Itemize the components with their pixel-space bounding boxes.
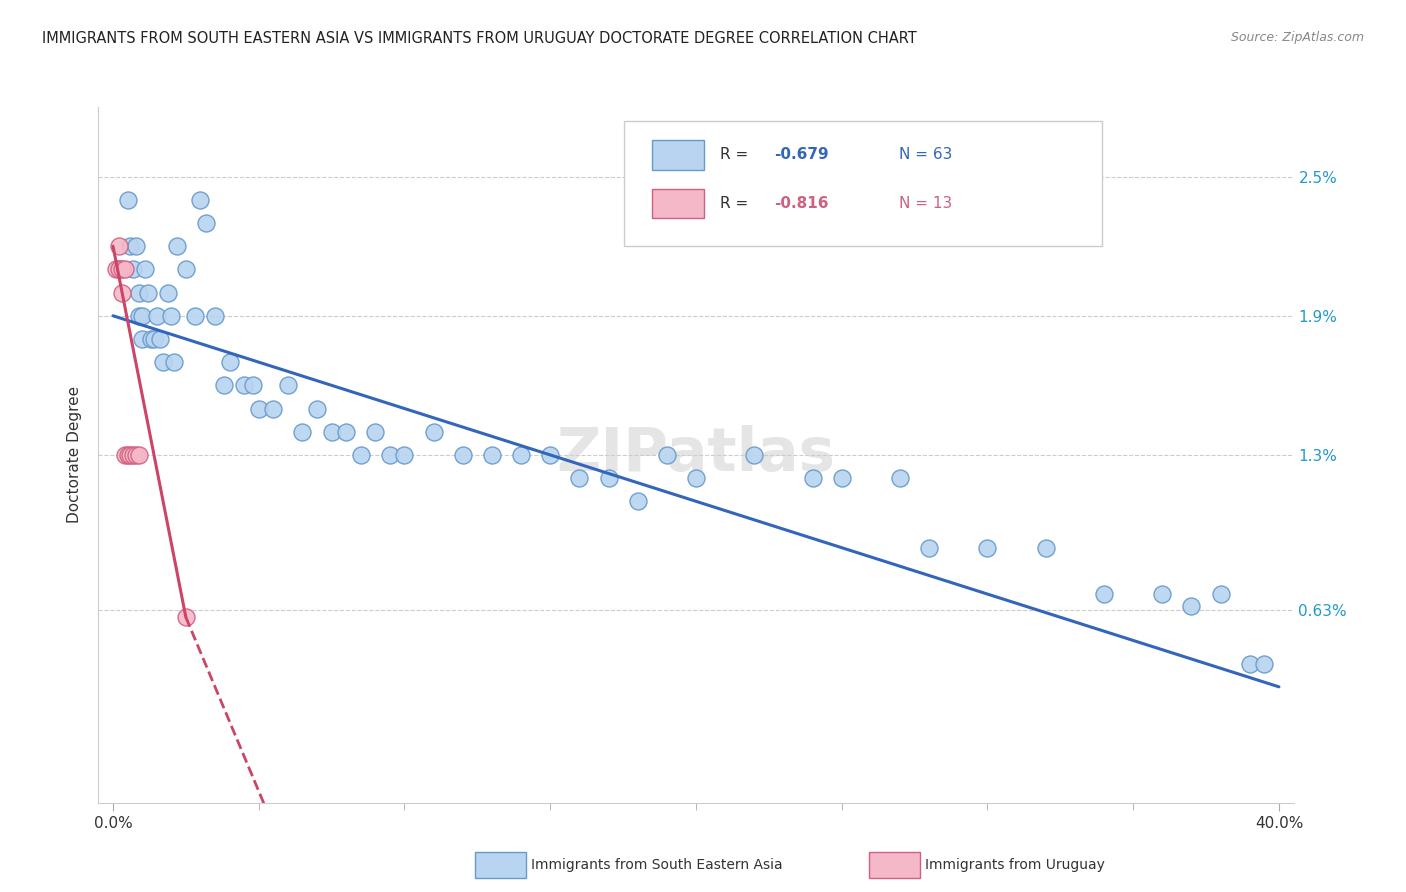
Point bbox=[120, 239, 142, 253]
Point bbox=[1239, 657, 1261, 671]
Point bbox=[742, 448, 765, 462]
Point bbox=[1035, 541, 1057, 555]
Point bbox=[114, 262, 136, 277]
Point bbox=[125, 448, 148, 462]
FancyBboxPatch shape bbox=[624, 121, 1102, 246]
Point bbox=[394, 448, 416, 462]
FancyBboxPatch shape bbox=[652, 140, 704, 169]
Point bbox=[125, 239, 148, 253]
Text: -0.679: -0.679 bbox=[773, 147, 828, 161]
Text: -0.816: -0.816 bbox=[773, 195, 828, 211]
Point bbox=[108, 239, 131, 253]
Text: IMMIGRANTS FROM SOUTH EASTERN ASIA VS IMMIGRANTS FROM URUGUAY DOCTORATE DEGREE C: IMMIGRANTS FROM SOUTH EASTERN ASIA VS IM… bbox=[42, 31, 917, 46]
Point bbox=[1152, 587, 1174, 601]
Point bbox=[136, 285, 159, 300]
Point bbox=[218, 355, 240, 369]
Point bbox=[277, 378, 299, 392]
Point bbox=[131, 332, 153, 346]
Point bbox=[195, 216, 218, 230]
Point bbox=[204, 309, 226, 323]
Point bbox=[685, 471, 707, 485]
Text: R =: R = bbox=[720, 147, 754, 161]
Point bbox=[174, 610, 197, 624]
Point bbox=[321, 425, 343, 439]
Text: R =: R = bbox=[720, 195, 754, 211]
Point bbox=[291, 425, 314, 439]
Point bbox=[190, 193, 212, 207]
FancyBboxPatch shape bbox=[652, 189, 704, 219]
Point bbox=[108, 262, 131, 277]
Point bbox=[134, 262, 156, 277]
Point bbox=[262, 401, 284, 416]
Point bbox=[350, 448, 373, 462]
Point bbox=[627, 494, 650, 508]
Point bbox=[1253, 657, 1275, 671]
Point bbox=[152, 355, 174, 369]
Point bbox=[160, 309, 183, 323]
Point bbox=[305, 401, 328, 416]
Point bbox=[242, 378, 264, 392]
Point bbox=[451, 448, 474, 462]
Point bbox=[378, 448, 401, 462]
Point bbox=[157, 285, 180, 300]
Point bbox=[335, 425, 357, 439]
Text: N = 63: N = 63 bbox=[900, 147, 952, 161]
Point bbox=[104, 262, 127, 277]
Point bbox=[889, 471, 911, 485]
Text: ZIPatlas: ZIPatlas bbox=[557, 425, 835, 484]
Point bbox=[1180, 599, 1202, 613]
Point bbox=[145, 309, 167, 323]
Point bbox=[598, 471, 620, 485]
Point bbox=[120, 448, 142, 462]
Point bbox=[1092, 587, 1115, 601]
Point bbox=[422, 425, 444, 439]
Text: Immigrants from South Eastern Asia: Immigrants from South Eastern Asia bbox=[531, 858, 783, 872]
Point bbox=[122, 262, 145, 277]
Point bbox=[117, 193, 139, 207]
Point bbox=[568, 471, 591, 485]
Y-axis label: Doctorate Degree: Doctorate Degree bbox=[67, 386, 83, 524]
Point bbox=[174, 262, 197, 277]
Point bbox=[128, 285, 150, 300]
Point bbox=[831, 471, 853, 485]
Point bbox=[918, 541, 941, 555]
Point bbox=[655, 448, 678, 462]
Text: Source: ZipAtlas.com: Source: ZipAtlas.com bbox=[1230, 31, 1364, 45]
Point bbox=[510, 448, 533, 462]
Point bbox=[538, 448, 561, 462]
Point bbox=[128, 448, 150, 462]
Point bbox=[149, 332, 172, 346]
Point bbox=[481, 448, 503, 462]
Point bbox=[247, 401, 270, 416]
Point bbox=[212, 378, 235, 392]
Point bbox=[122, 448, 145, 462]
Point bbox=[976, 541, 998, 555]
Point bbox=[1209, 587, 1232, 601]
Point bbox=[163, 355, 186, 369]
Point bbox=[108, 262, 131, 277]
Point bbox=[233, 378, 256, 392]
Point bbox=[111, 262, 134, 277]
Point bbox=[117, 448, 139, 462]
Text: N = 13: N = 13 bbox=[900, 195, 952, 211]
Point bbox=[801, 471, 824, 485]
Point bbox=[131, 309, 153, 323]
Text: Immigrants from Uruguay: Immigrants from Uruguay bbox=[925, 858, 1105, 872]
Point bbox=[128, 309, 150, 323]
Point bbox=[142, 332, 165, 346]
Point bbox=[114, 448, 136, 462]
Point bbox=[166, 239, 188, 253]
Point bbox=[139, 332, 162, 346]
Point bbox=[111, 285, 134, 300]
Point bbox=[183, 309, 205, 323]
Point bbox=[364, 425, 387, 439]
